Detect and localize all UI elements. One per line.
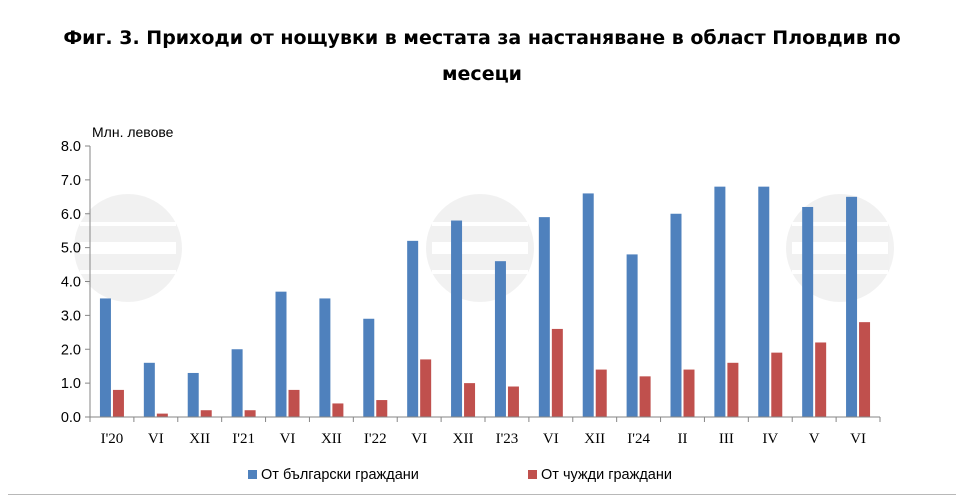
watermark-band	[80, 222, 176, 226]
x-axis-ticks: I'20 VI XII I'21 VI XII I'22 VI XII I'23 VI XII I'24…	[89, 417, 881, 447]
watermark-band	[80, 270, 176, 274]
y-tick-label: 2.0	[61, 342, 81, 358]
x-tick-label: IV	[762, 431, 778, 447]
bar	[363, 318, 375, 417]
x-tick-label: I'24	[627, 431, 650, 447]
x-tick-label: I'20	[101, 431, 124, 447]
x-tick-label: II	[678, 431, 688, 447]
bar	[288, 389, 300, 417]
bar	[156, 413, 168, 417]
bar	[464, 383, 476, 417]
legend-label: От чужди граждани	[541, 467, 672, 483]
watermark-band	[792, 242, 888, 254]
watermark-band	[792, 222, 888, 226]
y-tick-label: 8.0	[61, 139, 81, 155]
bar	[143, 362, 155, 417]
bar	[99, 298, 111, 417]
y-tick-label: 3.0	[61, 308, 81, 324]
watermark-band	[792, 270, 888, 274]
y-axis-label: Млн. левове	[92, 124, 174, 140]
y-tick-label: 1.0	[61, 376, 81, 392]
bar	[319, 298, 331, 417]
x-tick-label: I'22	[364, 431, 387, 447]
x-tick-label: XII	[453, 431, 474, 447]
bar	[551, 328, 563, 417]
bar	[231, 349, 243, 417]
watermark-emblem	[426, 194, 534, 302]
bottom-divider	[8, 494, 956, 495]
watermark-emblem	[74, 194, 182, 302]
bar	[187, 372, 199, 417]
y-tick-label: 0.0	[61, 410, 81, 426]
bar	[670, 213, 682, 417]
x-tick-label: VI	[850, 431, 866, 447]
bar	[332, 403, 344, 417]
series-1-bars	[99, 186, 858, 417]
watermark-layer	[74, 194, 894, 302]
x-tick-label: VI	[543, 431, 559, 447]
y-tick-label: 6.0	[61, 207, 81, 223]
bar	[859, 322, 871, 417]
bar	[802, 206, 814, 417]
x-tick-label: VI	[148, 431, 164, 447]
x-tick-label: III	[719, 431, 734, 447]
bar	[407, 240, 419, 417]
chart-title: Фиг. 3. Приходи от нощувки в местата за …	[0, 20, 964, 92]
bar	[582, 193, 594, 417]
x-tick-label: XII	[584, 431, 605, 447]
watermark-band	[432, 222, 528, 226]
bar	[683, 369, 695, 417]
legend-swatch	[528, 470, 537, 479]
bar	[846, 196, 858, 417]
y-tick-label: 7.0	[61, 173, 81, 189]
bar	[200, 410, 212, 417]
x-tick-label: VI	[280, 431, 296, 447]
bar	[626, 254, 638, 417]
bar	[714, 186, 726, 417]
bar	[420, 359, 432, 417]
chart-title-line-2: месеци	[442, 63, 522, 85]
x-tick-label: VI	[411, 431, 427, 447]
watermark-band	[432, 242, 528, 254]
bar	[112, 389, 124, 417]
legend-swatch	[248, 470, 257, 479]
bar	[639, 376, 651, 417]
x-tick-label: I'23	[496, 431, 519, 447]
y-tick-label: 5.0	[61, 241, 81, 257]
bar	[376, 400, 388, 417]
bar	[595, 369, 607, 417]
bar	[507, 386, 519, 417]
bar	[244, 410, 256, 417]
x-tick-label: V	[809, 431, 820, 447]
watermark-band	[432, 270, 528, 274]
legend: От български граждани От чужди граждани	[248, 467, 672, 483]
x-tick-label: I'21	[232, 431, 255, 447]
bar	[451, 220, 463, 417]
bars-group	[99, 186, 871, 417]
watermark-band	[80, 242, 176, 254]
bar	[727, 362, 739, 417]
bar	[538, 217, 550, 417]
bar	[494, 261, 506, 417]
x-tick-label: XII	[189, 431, 210, 447]
legend-label: От български граждани	[261, 467, 419, 483]
y-tick-label: 4.0	[61, 275, 81, 291]
series-2-bars	[112, 322, 871, 417]
y-axis-ticks: 0.0 1.0 2.0 3.0 4.0 5.0 6.0 7.0 8.0	[61, 139, 90, 426]
bar	[815, 342, 827, 417]
bar	[771, 352, 783, 417]
bar	[758, 186, 770, 417]
chart-title-line-1: Фиг. 3. Приходи от нощувки в местата за …	[63, 27, 901, 49]
watermark-circle	[74, 194, 182, 302]
bar	[275, 291, 287, 417]
x-tick-label: XII	[321, 431, 342, 447]
